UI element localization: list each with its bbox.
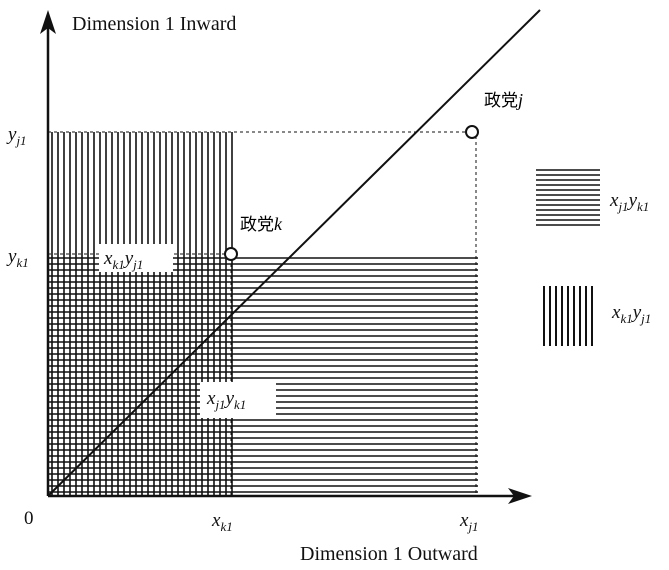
region-label-xj1yk1: xj1yk1: [206, 388, 246, 412]
y-axis-title: Dimension 1 Inward: [72, 13, 236, 35]
diagonal-line: [47, 9, 541, 497]
origin-label: 0: [24, 508, 34, 529]
tick-y-j1: yj1: [6, 124, 27, 148]
tick-x-k1: xk1: [211, 510, 233, 534]
y-axis-arrow: [40, 10, 56, 34]
tick-x-j1: xj1: [459, 510, 479, 534]
party-k-point: [224, 247, 238, 261]
vertical-hatch-region: [51, 132, 233, 496]
region-label-bg-xj1yk1: [200, 382, 276, 418]
tick-y-k1: yk1: [6, 246, 29, 270]
party-j-label: 政党j: [484, 90, 523, 111]
region-label-xk1yj1: xk1yj1: [103, 248, 143, 272]
legend-vertical-swatch: [543, 286, 593, 346]
party-j-point: [465, 125, 479, 139]
legend-horizontal-label: xj1yk1: [609, 190, 649, 214]
region-label-bg-xk1yj1: [99, 244, 173, 272]
x-axis-title: Dimension 1 Outward: [300, 543, 478, 565]
x-axis-arrow: [508, 488, 532, 504]
legend-horizontal-swatch: [536, 169, 600, 226]
legend-vertical-label: xk1yj1: [611, 302, 651, 326]
horizontal-hatch-region: [48, 257, 478, 493]
party-k-label: 政党k: [240, 214, 283, 235]
